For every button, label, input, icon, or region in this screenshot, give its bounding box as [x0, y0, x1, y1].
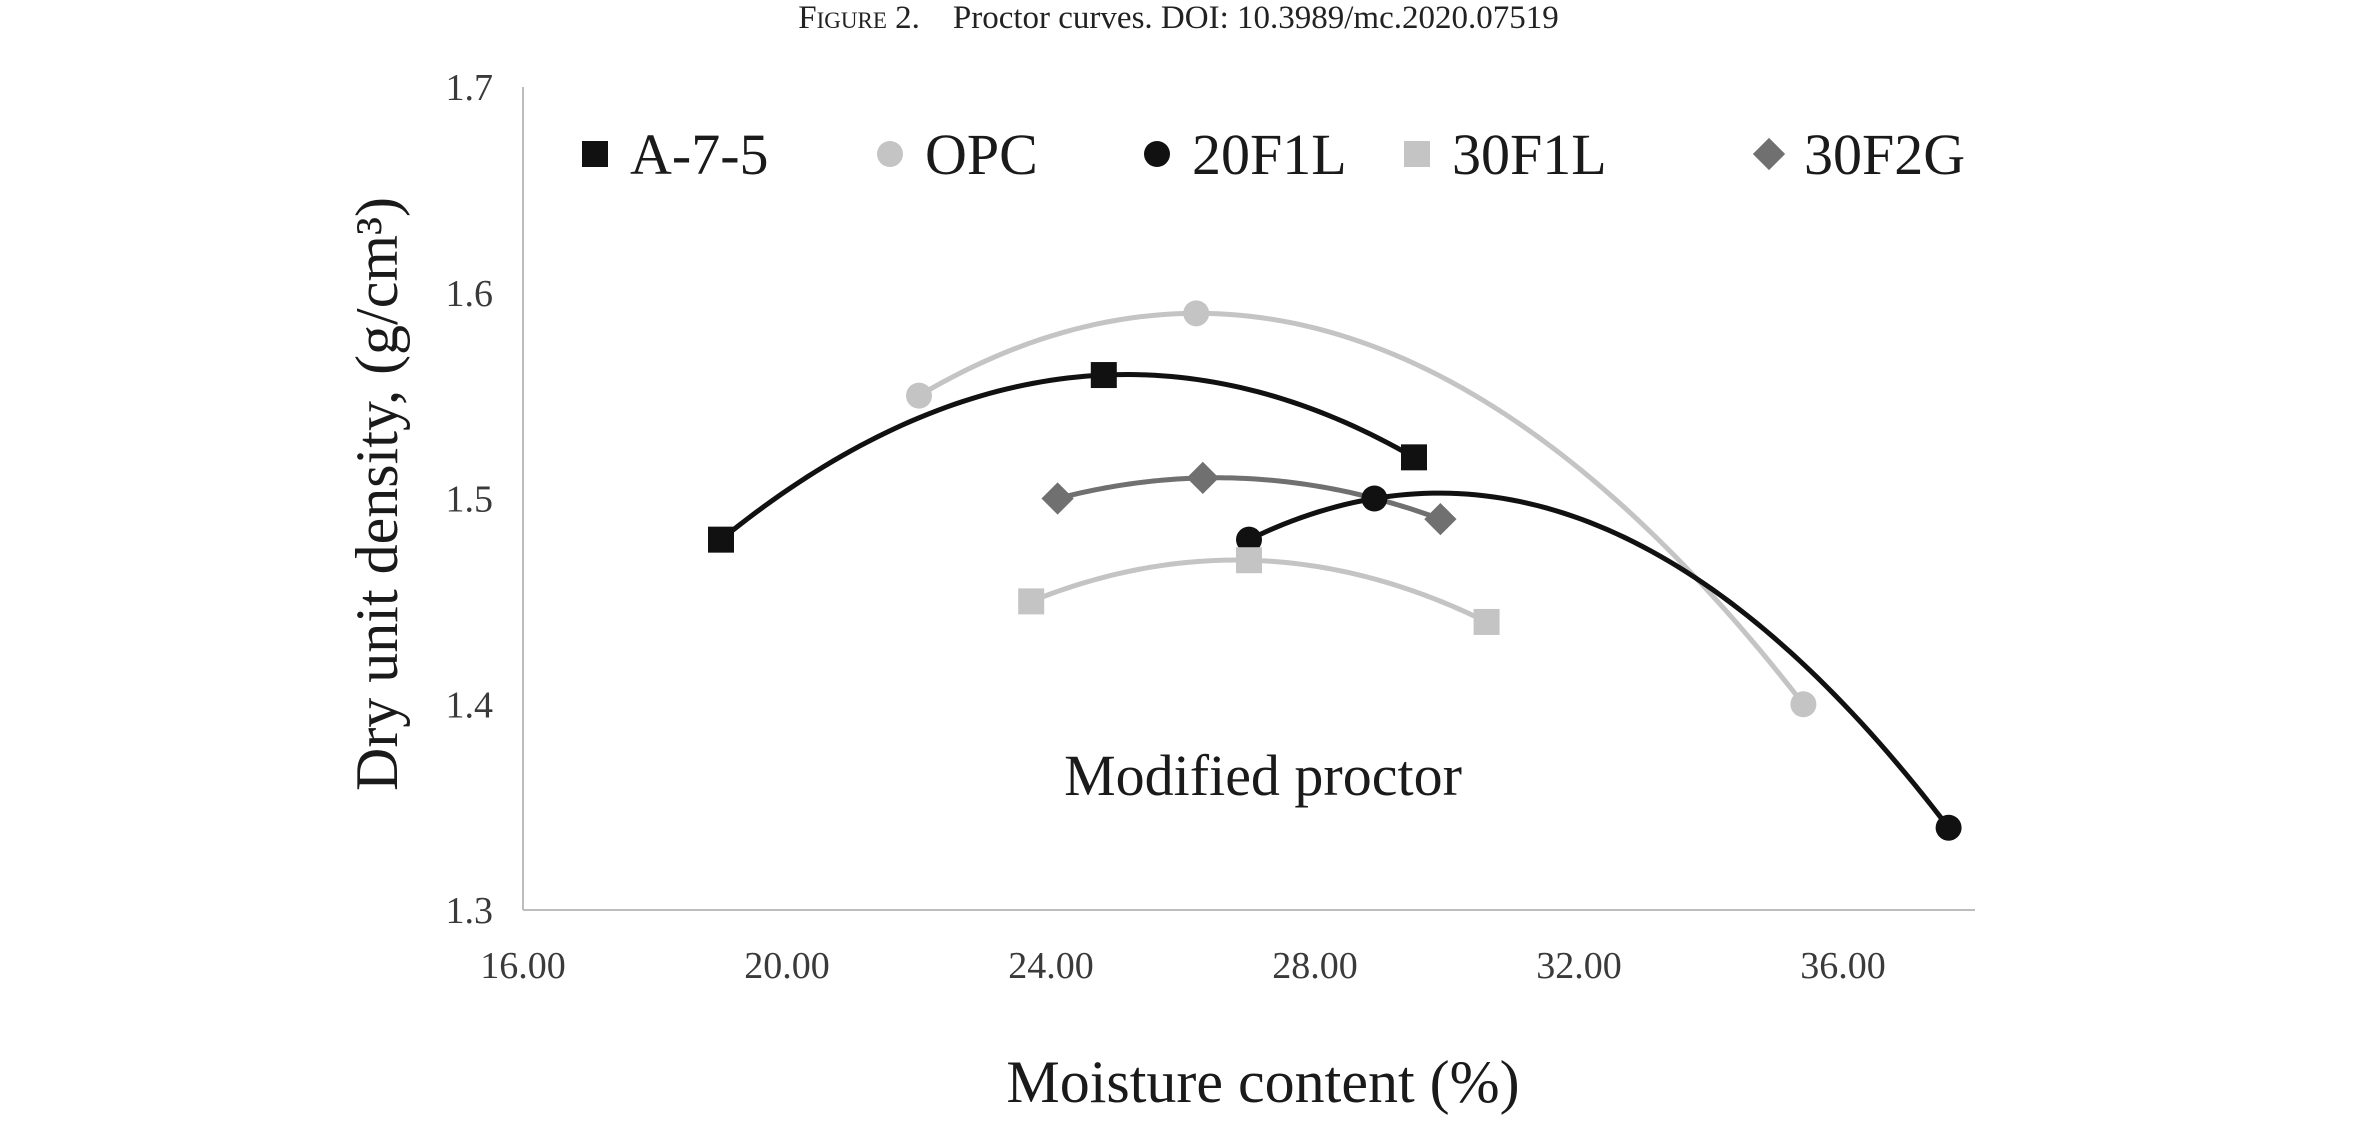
y-axis-title: Dry unit density, (g/cm³)	[344, 197, 410, 791]
marker-30f2g	[1041, 482, 1074, 515]
curve-a-7-5	[719, 372, 1416, 542]
legend-marker-30f1l	[1404, 141, 1430, 167]
marker-a-7-5	[708, 526, 734, 553]
marker-opc	[906, 382, 932, 409]
y-tick-label: 1.3	[446, 890, 494, 932]
legend: A-7-5 OPC 20F1L 30F1L 30F2G	[582, 122, 1965, 187]
marker-20f1l	[1935, 814, 1962, 841]
legend-marker-30f2g	[1752, 137, 1786, 171]
x-tick-label: 32.00	[1536, 945, 1622, 987]
annotation-modified-proctor: Modified proctor	[1064, 743, 1462, 808]
marker-30f1l	[1018, 588, 1045, 615]
axes: 1.3 1.4 1.5 1.6 1.7 16.00 20.00 24.00 28.00 32.00…	[446, 67, 1975, 987]
legend-label-a-7-5: A-7-5	[630, 122, 769, 187]
x-tick-label: 16.00	[480, 945, 566, 987]
marker-30f1l	[1473, 608, 1500, 635]
figure-caption-text: Proctor curves. DOI: 10.3989/mc.2020.075…	[952, 0, 1559, 36]
marker-opc	[1790, 691, 1817, 718]
curve-opc	[917, 310, 1806, 706]
y-tick-label: 1.6	[446, 273, 494, 315]
x-tick-label: 28.00	[1272, 945, 1358, 987]
marker-a-7-5	[1401, 444, 1427, 471]
data-markers	[708, 300, 1962, 841]
legend-marker-20f1l	[1144, 141, 1170, 167]
y-tick-label: 1.4	[446, 684, 494, 726]
marker-30f2g	[1186, 461, 1219, 495]
y-tick-label: 1.5	[446, 479, 494, 521]
marker-20f1l	[1361, 485, 1388, 512]
x-axis-title: Moisture content (%)	[1006, 1049, 1519, 1115]
x-tick-label: 36.00	[1800, 945, 1886, 987]
marker-30f2g	[1424, 502, 1457, 536]
marker-opc	[1183, 300, 1210, 327]
legend-label-30f2g: 30F2G	[1804, 122, 1965, 187]
legend-marker-opc	[877, 141, 903, 167]
marker-a-7-5	[1090, 362, 1117, 389]
legend-label-30f1l: 30F1L	[1452, 122, 1607, 187]
figure-caption: Figure 2. Proctor curves. DOI: 10.3989/m…	[0, 0, 2357, 36]
legend-label-opc: OPC	[925, 122, 1038, 187]
figure-caption-label: Figure 2.	[798, 0, 920, 36]
x-tick-label: 20.00	[744, 945, 830, 987]
y-tick-label: 1.7	[446, 67, 494, 109]
legend-label-20f1l: 20F1L	[1192, 122, 1347, 187]
x-tick-label: 24.00	[1008, 945, 1094, 987]
marker-30f1l	[1236, 547, 1262, 574]
marker-20f1l	[1236, 526, 1262, 553]
legend-marker-a-7-5	[582, 141, 608, 167]
